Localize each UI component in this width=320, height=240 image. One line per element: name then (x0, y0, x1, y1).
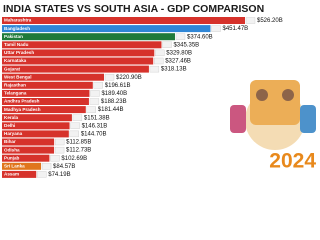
bar-label: Gujarat (4, 66, 21, 71)
bar (2, 89, 90, 97)
bar (2, 65, 149, 73)
bar-label: Pakistan (4, 34, 23, 39)
decoration (230, 80, 316, 150)
bar-label: Punjab (4, 155, 20, 160)
flag (155, 49, 165, 57)
flag (104, 74, 115, 81)
bar (2, 106, 86, 114)
bar-label: Assam (4, 172, 19, 177)
flag (89, 98, 100, 105)
bar (2, 73, 105, 81)
flag (162, 41, 172, 48)
value-label: $112.85B (66, 140, 91, 146)
value-label: $374.60B (187, 34, 213, 40)
bar (2, 49, 155, 57)
bar (2, 138, 55, 146)
value-label: $144.70B (81, 131, 107, 137)
bar (2, 122, 70, 130)
bar-label: Tamil Nadu (4, 42, 29, 47)
bar (2, 41, 162, 49)
bar (2, 146, 55, 154)
bar-label: Madhya Pradesh (4, 107, 41, 112)
year-label: 2024 (269, 150, 316, 173)
page: {"chart_data": {"type": "bar", "orientat… (2, 2, 317, 178)
flag (50, 155, 60, 162)
chart: INDIA STATES VS SOUTH ASIA - GDP COMPARI… (2, 2, 317, 178)
bar-label: Bangladesh (4, 26, 30, 31)
bar-label: Delhi (4, 123, 15, 128)
value-label: $181.44B (98, 107, 124, 113)
chart-title: INDIA STATES VS SOUTH ASIA - GDP COMPARI… (3, 3, 264, 15)
flag (93, 82, 103, 89)
value-label: $451.47B (222, 26, 248, 32)
bar-label: Kerala (4, 115, 18, 120)
flag (211, 25, 221, 32)
bar-label: Rajasthan (4, 83, 26, 88)
bar-label: West Bengal (4, 74, 31, 79)
flag (149, 65, 160, 73)
value-label: $327.46B (165, 59, 191, 65)
flag (86, 106, 96, 113)
value-label: $526.20B (257, 18, 283, 24)
value-label: $188.23B (101, 99, 127, 105)
bar (2, 98, 89, 105)
value-label: $329.80B (166, 50, 192, 56)
flag (90, 90, 100, 97)
value-label: $220.90B (116, 75, 142, 81)
value-label: $318.13B (161, 67, 187, 73)
flag (54, 146, 65, 154)
value-label: $345.35B (173, 42, 199, 48)
flag (54, 138, 65, 146)
bar-label: Haryana (4, 131, 23, 136)
flag (41, 163, 52, 170)
bar (2, 33, 175, 41)
value-label: $102.69B (61, 156, 87, 162)
value-label: $74.19B (48, 172, 70, 178)
bar-label: Karnataka (4, 58, 27, 63)
value-label: $146.31B (82, 123, 108, 129)
bar-label: Andhra Pradesh (4, 99, 40, 104)
bar-label: Bihar (4, 139, 16, 144)
bar-label: Uttar Pradesh (4, 50, 34, 55)
bar-label: Sri Lanka (4, 164, 25, 169)
value-label: $189.40B (101, 91, 127, 97)
value-label: $196.61B (105, 83, 131, 89)
value-label: $84.57B (53, 164, 75, 170)
flag (175, 33, 186, 40)
flag (37, 171, 47, 178)
flag (70, 122, 80, 129)
bar (2, 170, 37, 178)
value-label: $112.73B (66, 148, 91, 154)
bar (2, 154, 50, 162)
bar-label: Maharashtra (4, 18, 32, 23)
value-label: $151.38B (84, 115, 110, 121)
bar (2, 25, 211, 33)
flag (72, 114, 83, 121)
bar (2, 17, 245, 24)
flag (69, 130, 79, 138)
bar-label: Telangana (4, 91, 27, 96)
bar (2, 130, 69, 138)
bar (2, 114, 72, 122)
bar (2, 81, 93, 89)
flag (245, 17, 256, 24)
bar (2, 162, 42, 170)
bar-label: Odisha (4, 147, 20, 152)
flag (154, 57, 164, 65)
bar (2, 57, 154, 65)
